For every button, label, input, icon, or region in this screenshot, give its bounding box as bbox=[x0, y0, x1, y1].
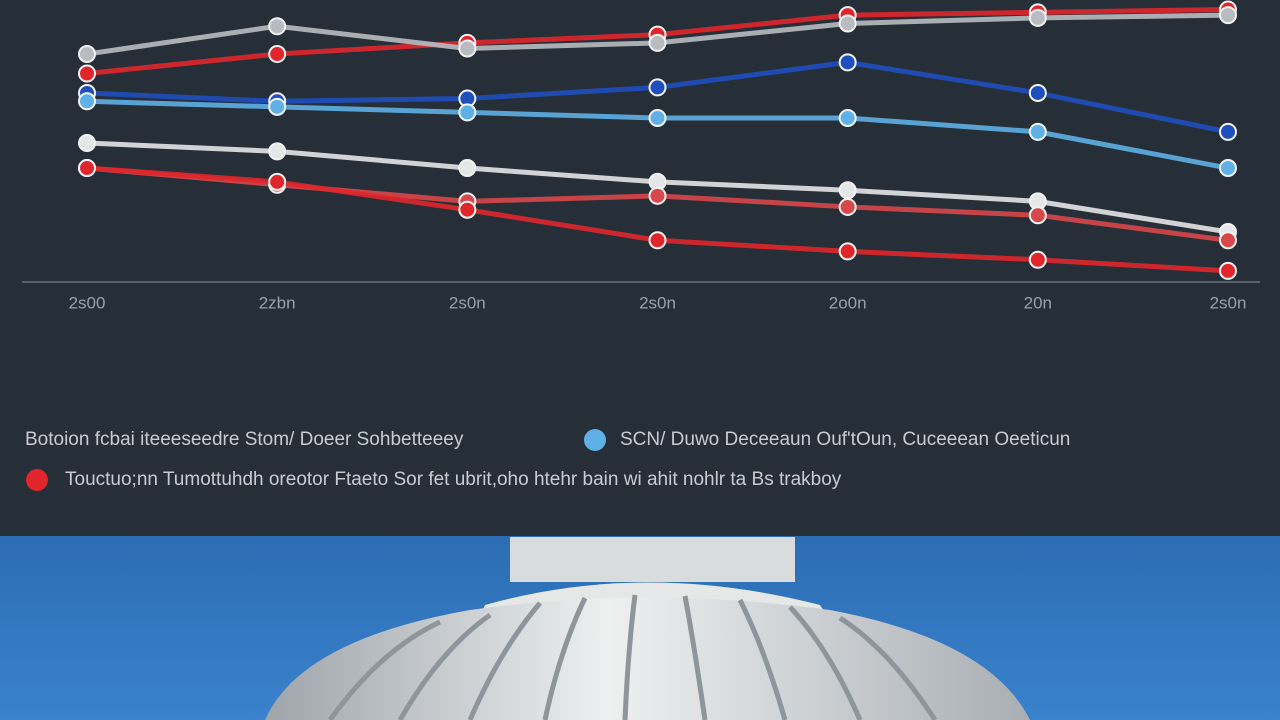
point bbox=[648, 186, 667, 205]
point bbox=[1219, 261, 1237, 280]
x-tick-label: 2o0n bbox=[829, 293, 867, 312]
point bbox=[838, 14, 857, 33]
point bbox=[1028, 250, 1047, 269]
point bbox=[78, 134, 96, 152]
point bbox=[838, 197, 857, 216]
point bbox=[648, 108, 667, 127]
point bbox=[648, 231, 667, 250]
point bbox=[1219, 122, 1237, 141]
point bbox=[1028, 8, 1047, 27]
legend-swatch bbox=[26, 469, 48, 491]
legend-label: SCN/ Duwo Deceeaun Ouf'tOun, Cuceeean Oe… bbox=[620, 429, 1070, 450]
point bbox=[78, 92, 96, 111]
point bbox=[268, 142, 287, 161]
x-tick-label: 2s00 bbox=[69, 293, 106, 312]
legend-label: Touctuo;nn Tumottuhdh oreotor Ftaeto Sor… bbox=[65, 469, 842, 490]
point bbox=[1219, 6, 1237, 25]
point bbox=[78, 159, 96, 178]
point bbox=[648, 33, 667, 52]
point bbox=[648, 78, 667, 97]
point bbox=[1028, 206, 1047, 225]
point bbox=[838, 53, 857, 72]
point bbox=[458, 103, 477, 122]
x-tick-label: 20n bbox=[1024, 293, 1052, 312]
point bbox=[1028, 83, 1047, 102]
x-tick-label: 2s0n bbox=[1210, 293, 1247, 312]
point bbox=[838, 242, 857, 261]
point bbox=[458, 159, 477, 178]
caption: Botoion fcbai iteeeseedre Stom/ Doeer So… bbox=[25, 429, 464, 450]
point bbox=[268, 17, 287, 36]
point bbox=[268, 97, 287, 116]
point bbox=[78, 64, 96, 83]
point bbox=[268, 45, 287, 64]
point bbox=[458, 200, 477, 219]
x-tick-label: 2s0n bbox=[449, 293, 486, 312]
point bbox=[1219, 231, 1237, 250]
x-tick-label: 2zbn bbox=[259, 293, 296, 312]
point bbox=[458, 39, 477, 58]
point bbox=[838, 108, 857, 127]
x-tick-label: 2s0n bbox=[639, 293, 676, 312]
point bbox=[838, 181, 857, 200]
point bbox=[78, 45, 96, 64]
point bbox=[268, 172, 287, 191]
point bbox=[1028, 122, 1047, 141]
point bbox=[1219, 159, 1237, 178]
legend-swatch bbox=[584, 429, 606, 451]
capitol-dome bbox=[265, 537, 1030, 720]
chart-panel bbox=[0, 0, 1280, 534]
